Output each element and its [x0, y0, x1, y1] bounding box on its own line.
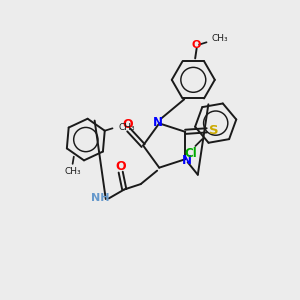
Text: O: O	[116, 160, 126, 173]
Text: CH₃: CH₃	[118, 123, 135, 132]
Text: S: S	[208, 124, 218, 137]
Text: N: N	[182, 154, 191, 167]
Text: O: O	[123, 118, 133, 131]
Text: Cl: Cl	[185, 147, 198, 160]
Text: NH: NH	[91, 193, 110, 203]
Text: N: N	[153, 116, 163, 129]
Text: CH₃: CH₃	[212, 34, 228, 43]
Text: CH₃: CH₃	[64, 167, 81, 176]
Text: O: O	[192, 40, 201, 50]
